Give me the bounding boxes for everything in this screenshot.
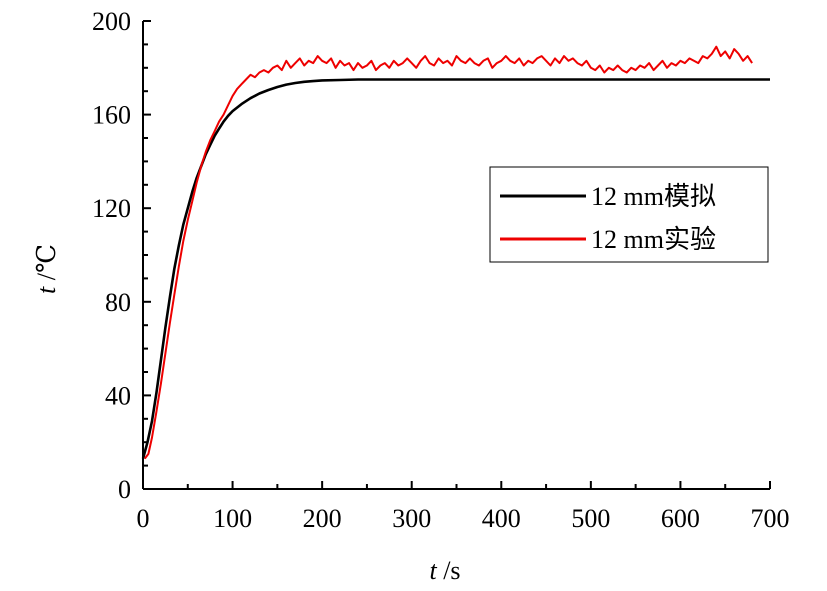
- series-line-experiment: [144, 45, 753, 460]
- y-tick-label: 0: [118, 475, 131, 504]
- y-tick-label: 200: [92, 7, 131, 36]
- tick-labels: 0 100 200 300 400 500 600 700 0 40 80 120 160 200: [92, 7, 790, 533]
- y-tick-label: 120: [92, 194, 131, 223]
- legend-box: [489, 166, 769, 263]
- y-tick-label: 40: [105, 381, 131, 410]
- legend-label-experiment: 12 mm实验: [591, 225, 716, 254]
- x-axis-title: t /s: [429, 556, 460, 585]
- series-line-simulation: [141, 78, 770, 459]
- legend-label-simulation: 12 mm模拟: [591, 182, 716, 211]
- x-tick-label: 400: [482, 504, 521, 533]
- x-tick-label: 0: [137, 504, 150, 533]
- x-tick-label: 600: [661, 504, 700, 533]
- x-tick-label: 500: [571, 504, 610, 533]
- x-tick-label: 100: [213, 504, 252, 533]
- axis-ticks: [142, 20, 771, 490]
- plot-lines: [141, 45, 770, 460]
- x-tick-label: 300: [392, 504, 431, 533]
- y-tick-label: 80: [105, 288, 131, 317]
- y-tick-label: 160: [92, 101, 131, 130]
- x-tick-label: 200: [303, 504, 342, 533]
- y-axis-title: t /℃: [32, 244, 61, 294]
- legend: 12 mm模拟 12 mm实验: [489, 166, 769, 263]
- x-tick-label: 700: [751, 504, 790, 533]
